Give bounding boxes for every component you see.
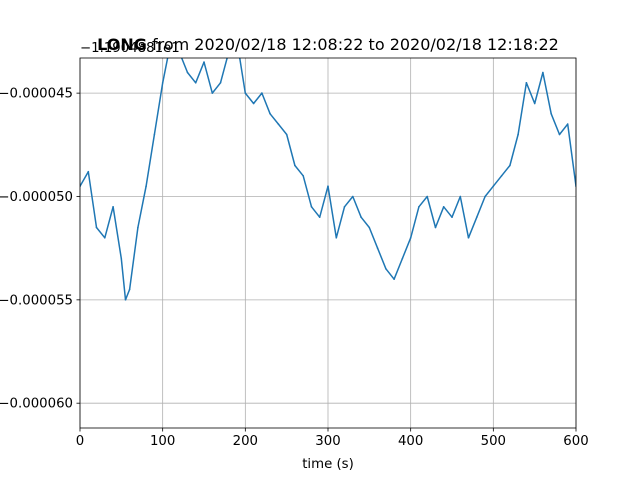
data-point [153, 133, 156, 136]
x-tick-label: 200 [233, 434, 258, 449]
data-point [294, 164, 296, 167]
data-point [104, 237, 106, 239]
data-point [120, 257, 123, 260]
y-tick-label: −0.000055 [0, 293, 73, 308]
chart-title-rest: from 2020/02/18 12:08:22 to 2020/02/18 1… [147, 35, 559, 54]
x-tick-label: 600 [563, 434, 588, 449]
data-point [261, 92, 263, 94]
data-point [252, 102, 255, 105]
data-point [393, 278, 395, 281]
data-point [542, 71, 544, 74]
data-point [343, 206, 346, 208]
data-point [418, 206, 420, 208]
data-point [533, 102, 536, 105]
data-point [451, 216, 453, 218]
data-point [318, 216, 321, 218]
data-point [484, 195, 486, 198]
data-point [124, 299, 127, 301]
x-axis-label: time (s) [302, 457, 354, 472]
data-point [385, 268, 387, 270]
data-point [500, 175, 503, 177]
data-point [360, 216, 362, 218]
data-point [352, 195, 354, 198]
x-tick-label: 300 [315, 434, 340, 449]
data-point [277, 123, 280, 125]
data-point [409, 237, 412, 239]
y-tick-label: −0.000050 [0, 190, 73, 205]
data-point [145, 185, 147, 187]
x-tick-label: 100 [150, 434, 175, 449]
tick-layer: 0100200300400500600−0.000040−0.000045−0.… [0, 87, 589, 449]
data-point [558, 133, 561, 136]
data-point [442, 206, 445, 208]
data-point [476, 216, 478, 218]
data-point [492, 185, 495, 187]
data-point [401, 257, 404, 260]
data-point [566, 123, 569, 125]
data-point [509, 164, 511, 167]
data-point [128, 288, 131, 291]
data-point [219, 82, 222, 84]
data-point [335, 237, 338, 239]
data-point [467, 237, 470, 239]
data-point [525, 82, 528, 84]
data-point [186, 71, 189, 74]
x-tick-label: 500 [481, 434, 506, 449]
chart-title-bold: LONG [97, 35, 147, 54]
data-point [327, 185, 329, 187]
data-point [459, 195, 462, 198]
y-offset-label: −1.1904881e1 [80, 41, 180, 56]
data-point [368, 226, 371, 229]
data-point [244, 92, 247, 94]
y-tick-label: −0.000045 [0, 87, 73, 102]
data-point [203, 61, 205, 63]
data-point [194, 82, 197, 84]
x-tick-label: 400 [398, 434, 423, 449]
y-tick-label: −0.000060 [0, 397, 73, 412]
data-point [434, 226, 437, 229]
data-point [302, 175, 305, 177]
data-point [269, 113, 271, 115]
data-point [161, 82, 164, 84]
data-point [137, 226, 139, 229]
data-point [285, 133, 288, 136]
data-point [550, 113, 552, 115]
series-layer [80, 58, 576, 301]
data-point [426, 195, 429, 198]
data-point [211, 92, 214, 94]
data-point [112, 206, 114, 208]
data-point [87, 170, 90, 173]
data-point [95, 226, 98, 229]
data-point [517, 133, 519, 136]
data-point [310, 206, 313, 208]
chart-title: LONG from 2020/02/18 12:08:22 to 2020/02… [97, 35, 559, 54]
series-line [80, 58, 576, 301]
data-point [376, 247, 379, 249]
x-tick-label: 0 [76, 434, 84, 449]
